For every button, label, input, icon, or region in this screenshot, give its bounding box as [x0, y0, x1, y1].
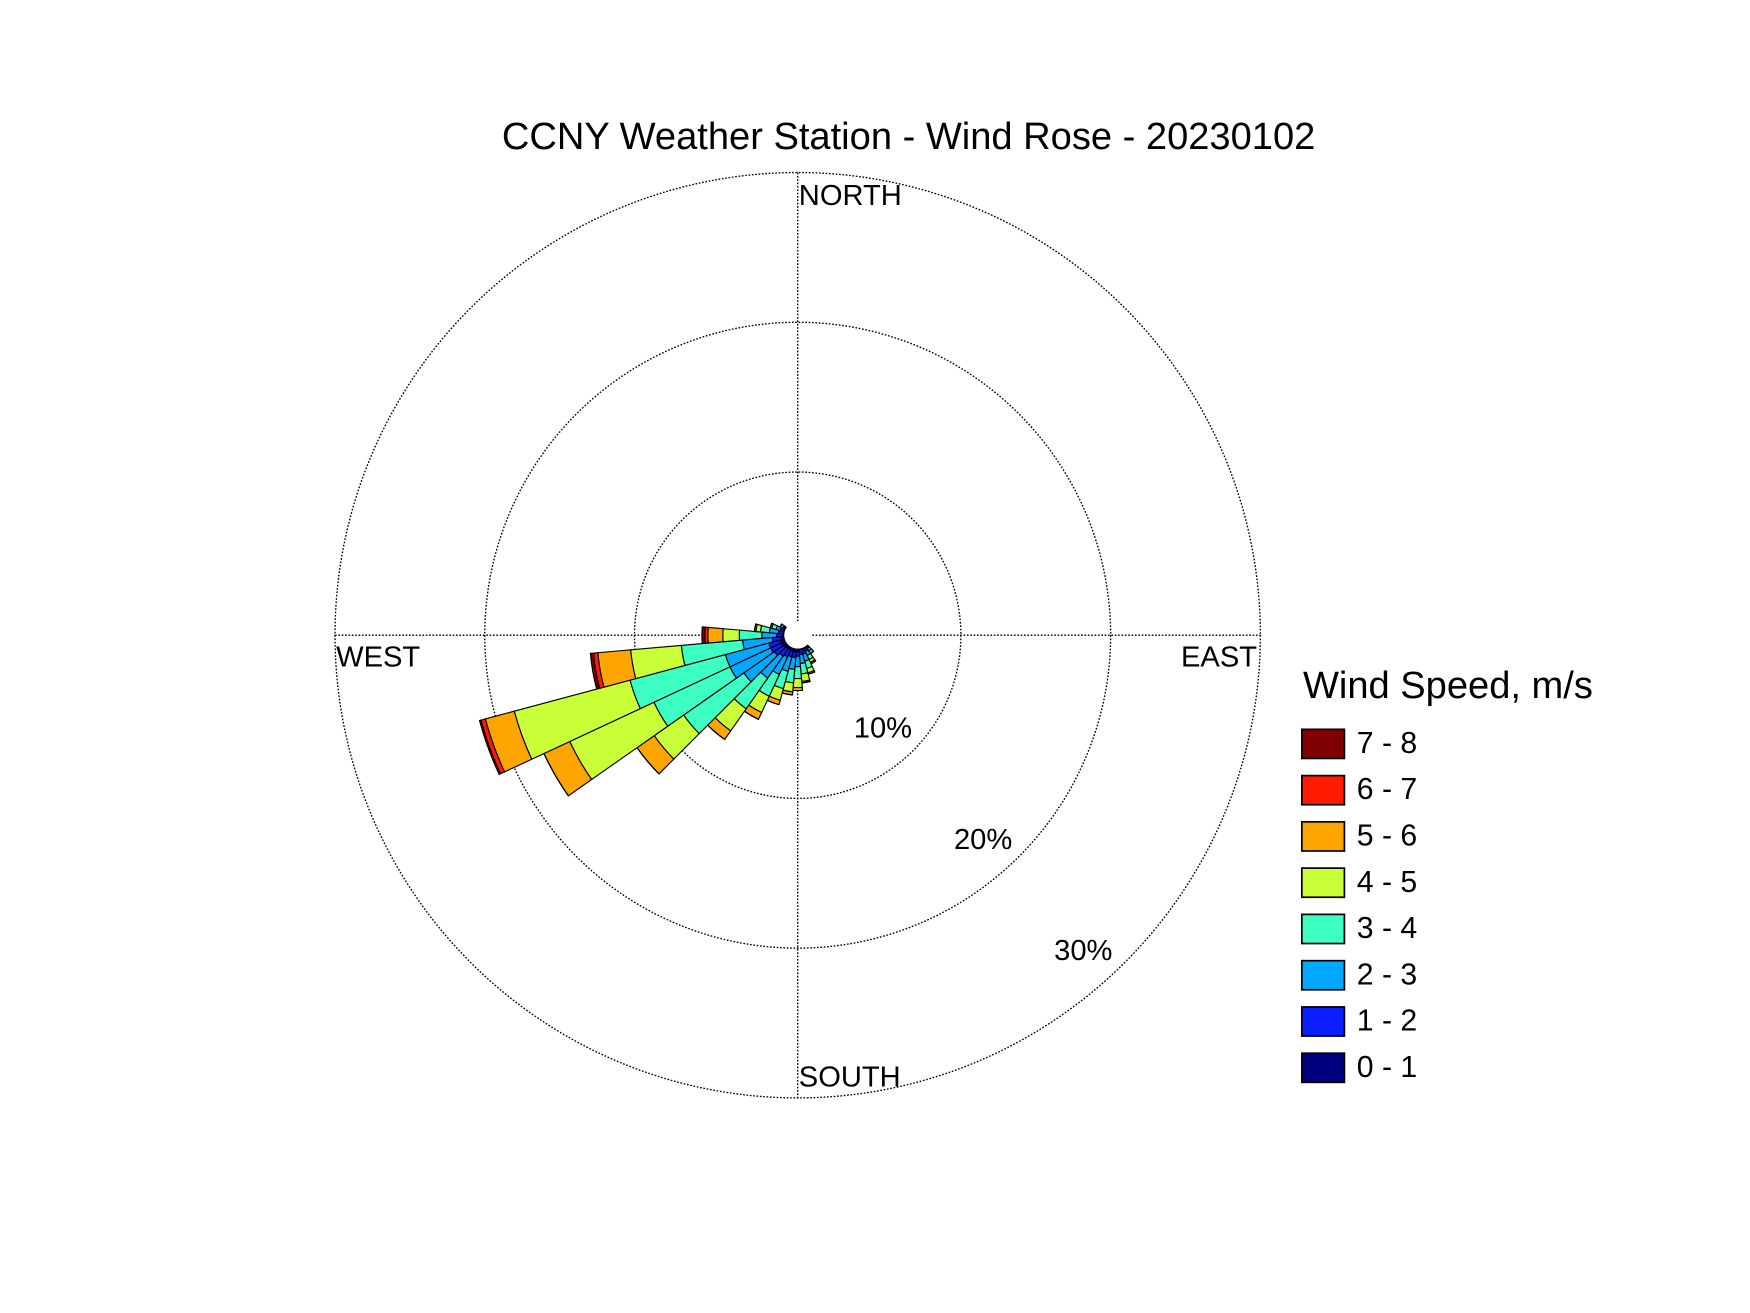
polar-grid	[334, 171, 1262, 1099]
legend-swatch	[1300, 867, 1346, 899]
north-label: NORTH	[799, 180, 902, 212]
east-label: EAST	[1181, 641, 1257, 673]
center-hole	[784, 621, 812, 649]
south-label: SOUTH	[799, 1062, 901, 1094]
wind-segment	[759, 624, 771, 634]
legend-swatch	[1300, 1052, 1346, 1084]
legend-swatch	[1300, 774, 1346, 806]
legend-label: 5 - 6	[1357, 820, 1418, 853]
wind-segment	[707, 626, 724, 644]
r-tick-label: 10%	[854, 713, 912, 745]
r-tick-label: 20%	[954, 824, 1012, 856]
legend-title: Wind Speed, m/s	[1303, 665, 1593, 707]
legend-label: 2 - 3	[1357, 958, 1418, 991]
legend-swatch	[1300, 1006, 1346, 1037]
wind-segment	[792, 677, 803, 689]
west-label: WEST	[336, 641, 420, 673]
legend-label: 4 - 5	[1357, 866, 1418, 899]
wind-segment	[753, 623, 757, 632]
grid-ring	[334, 171, 1262, 1099]
legend-label: 3 - 4	[1357, 912, 1418, 945]
legend-label: 6 - 7	[1357, 773, 1418, 806]
r-tick-label: 30%	[1054, 935, 1112, 967]
grid-ring	[633, 471, 962, 800]
wind-segment	[478, 719, 502, 776]
grid-ring	[484, 321, 1112, 949]
wind-segment	[701, 626, 706, 645]
legend-label: 1 - 2	[1357, 1005, 1418, 1038]
legend-swatch	[1300, 913, 1346, 945]
wind-bars	[478, 622, 817, 797]
wind-segment	[769, 622, 773, 629]
legend: 0 - 1 1 - 2 2 - 3 3 - 4 4 - 5 5 - 6 6 - 7 7 - 8	[1300, 727, 1418, 1084]
chart-title: CCNY Weather Station - Wind Rose - 20230…	[502, 116, 1315, 158]
legend-swatch	[1300, 959, 1346, 991]
legend-swatch	[1300, 728, 1346, 760]
wind-segment	[589, 652, 601, 690]
legend-swatch	[1300, 821, 1346, 852]
legend-label: 0 - 1	[1357, 1051, 1418, 1084]
legend-label: 7 - 8	[1357, 727, 1418, 760]
wind-segment	[722, 628, 741, 643]
